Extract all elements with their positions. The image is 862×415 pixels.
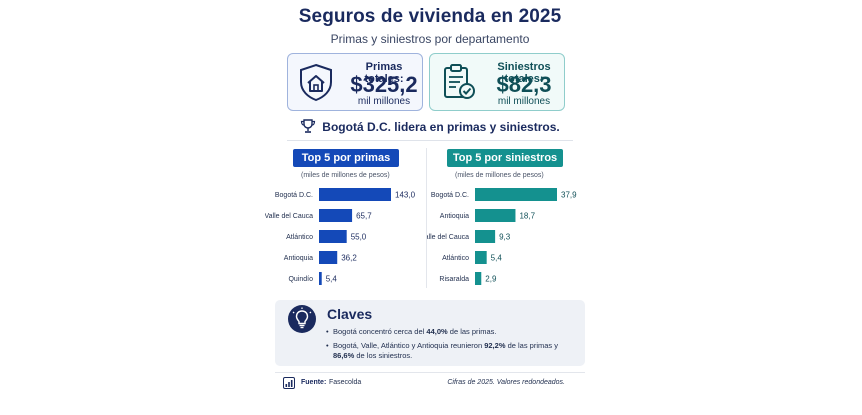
source-name: Fasecolda — [329, 379, 362, 386]
chart-divider — [426, 148, 427, 288]
bar — [319, 230, 347, 243]
source-label: Fuente: — [301, 379, 327, 386]
footer-note: Cifras de 2025. Valores redondeados. — [447, 379, 565, 386]
category-label: Atlántico — [286, 234, 313, 241]
value-label: 5,4 — [326, 275, 338, 284]
infographic: Seguros de vivienda en 2025 Primas y sin… — [265, 0, 595, 415]
kpi-primas-value: $325,2 — [350, 72, 418, 97]
lead-text: Bogotá D.C. lidera en primas y siniestro… — [322, 120, 560, 134]
value-label: 9,3 — [499, 233, 511, 242]
bar — [319, 251, 338, 264]
trophy-icon — [301, 119, 316, 133]
key-item: Bogotá, Valle, Atlántico y Antioquia reu… — [326, 341, 573, 360]
keys-title: Claves — [327, 306, 373, 322]
lead-statement: Bogotá D.C. lidera en primas y siniestro… — [265, 118, 595, 134]
bar — [319, 209, 353, 222]
kpi-siniestros-label: Siniestros totales: — [497, 61, 551, 85]
value-label: 2,9 — [485, 275, 497, 284]
bar — [475, 230, 496, 243]
kpi-siniestros-value: $82,3 — [496, 72, 552, 97]
bar — [319, 272, 322, 285]
category-label: Quindío — [288, 276, 313, 283]
kpi-siniestros-unit: mil millones — [497, 96, 551, 107]
kpi-primas: Primas totales: $325,2 mil millones — [287, 53, 423, 111]
house-shield-icon — [300, 63, 332, 102]
category-label: Risaralda — [439, 276, 469, 283]
value-label: 37,9 — [561, 191, 577, 200]
footer-divider — [275, 372, 585, 373]
category-label: Antioquia — [440, 213, 469, 220]
value-label: 65,7 — [356, 212, 372, 221]
bar — [475, 209, 516, 222]
bar — [319, 188, 391, 201]
category-label: Valle del Cauca — [427, 234, 469, 241]
value-label: 36,2 — [341, 254, 357, 263]
category-label: Bogotá D.C. — [431, 192, 469, 199]
value-label: 18,7 — [519, 212, 535, 221]
chart-siniestros-title: Top 5 por siniestros — [447, 149, 563, 167]
section-divider — [287, 140, 573, 141]
category-label: Valle del Cauca — [265, 213, 313, 220]
chart-siniestros: Bogotá D.C. 37,9 Antioquia 18,7 Valle del Ca… — [427, 188, 577, 285]
value-label: 143,0 — [395, 191, 416, 200]
key-item: Bogotá concentró cerca del 44,0% de las … — [326, 327, 573, 337]
page-subtitle: Primas y siniestros por departamento — [330, 32, 530, 46]
keys-panel: Claves Bogotá concentró cerca del 44,0% … — [275, 300, 585, 366]
bar — [475, 188, 557, 201]
kpi-primas-label: Primas totales: — [364, 61, 404, 85]
clipboard-check-icon — [444, 64, 475, 99]
chart-primas-subtitle: (miles de millones de pesos) — [301, 172, 390, 179]
page-title: Seguros de vivienda en 2025 — [298, 6, 562, 27]
kpi-primas-unit: mil millones — [357, 96, 411, 107]
category-label: Bogotá D.C. — [275, 192, 313, 199]
lightbulb-icon — [288, 305, 316, 333]
chart-siniestros-subtitle: (miles de millones de pesos) — [455, 172, 544, 179]
bar — [475, 272, 482, 285]
bar-chart-icon — [283, 377, 295, 389]
value-label: 55,0 — [351, 233, 367, 242]
category-label: Antioquia — [284, 255, 313, 262]
bar — [475, 251, 487, 264]
chart-primas: Bogotá D.C. 143,0 Valle del Cauca 65,7 Atlán… — [265, 188, 416, 285]
kpi-siniestros: Siniestros totales: $82,3 mil millones — [429, 53, 565, 111]
category-label: Atlántico — [442, 255, 469, 262]
chart-primas-title: Top 5 por primas — [293, 149, 399, 167]
value-label: 5,4 — [491, 254, 503, 263]
